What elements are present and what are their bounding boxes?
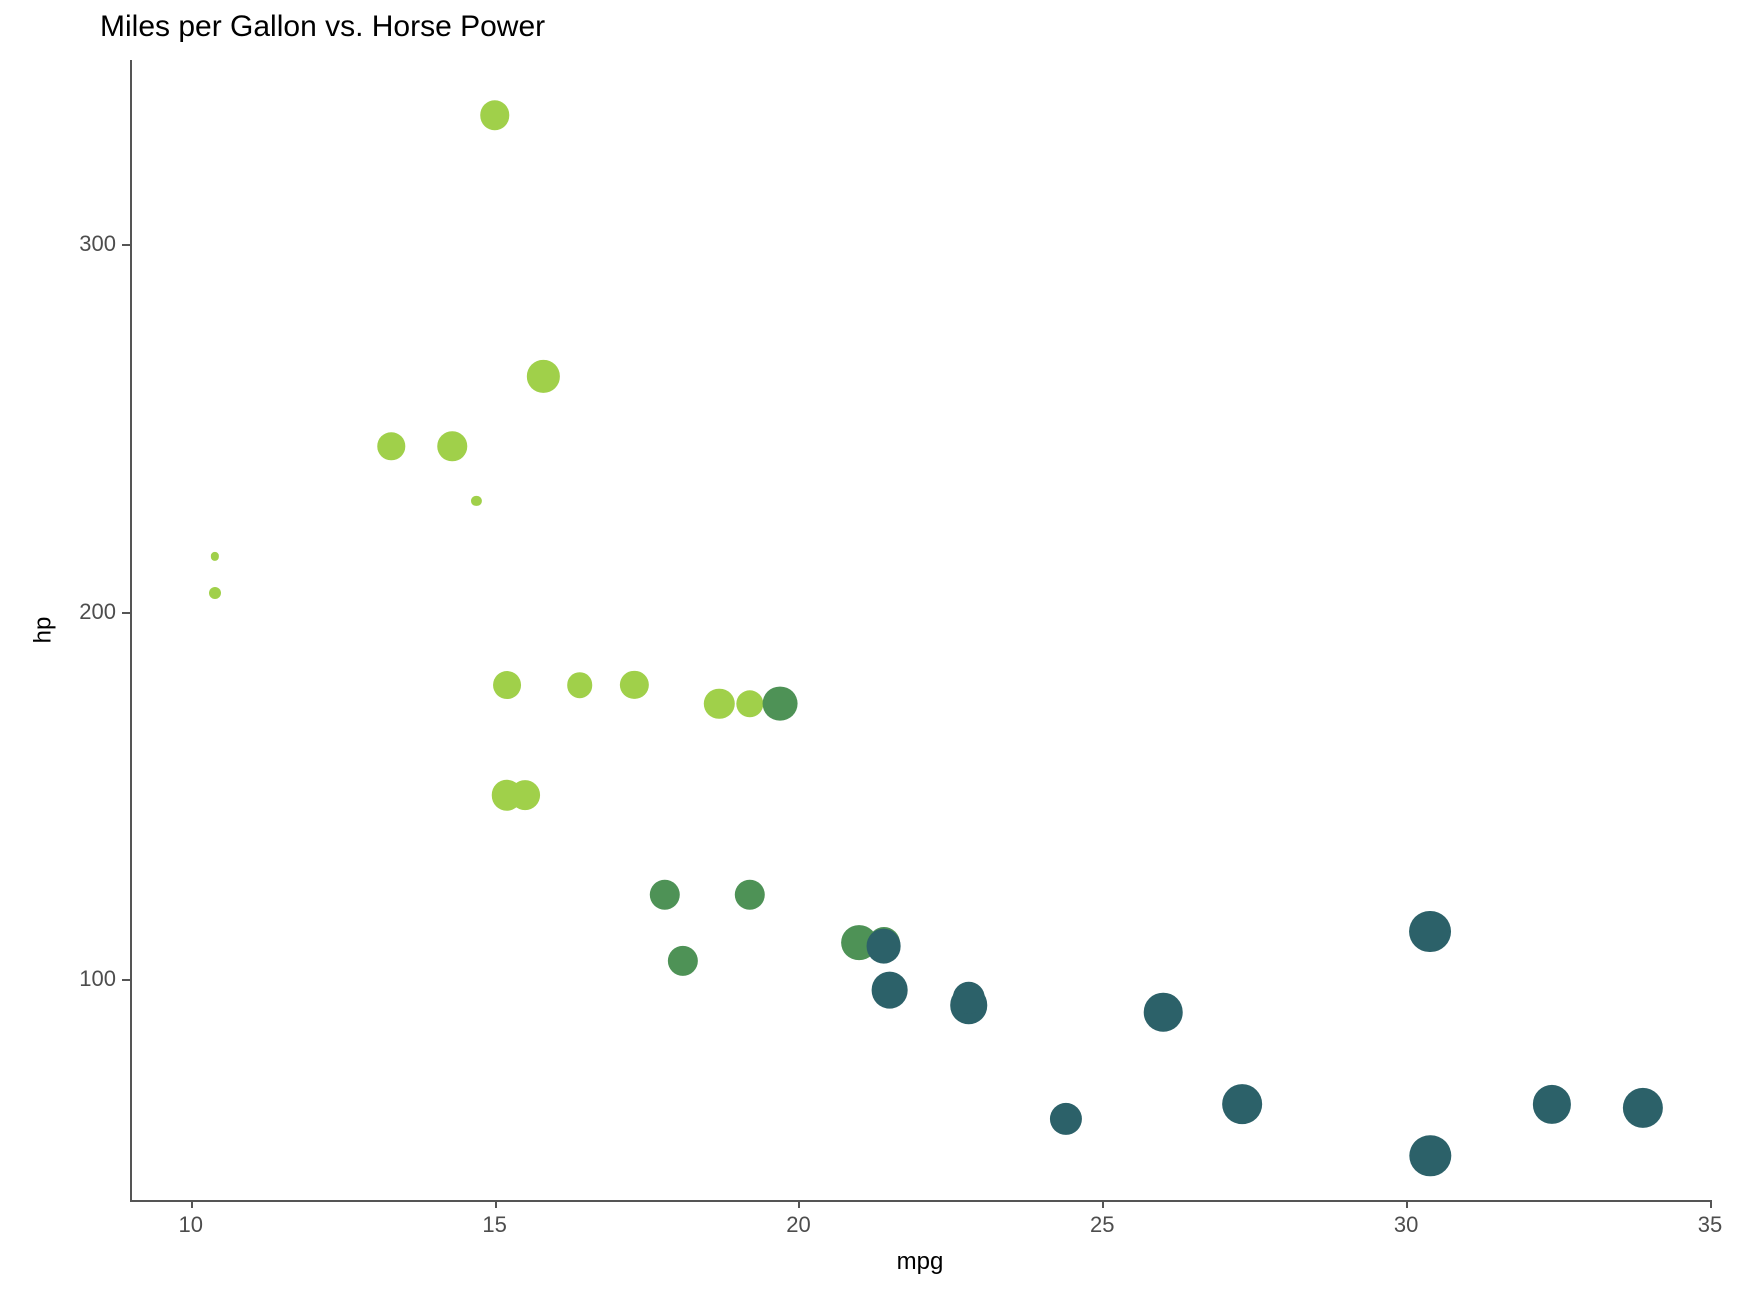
- y-tick-label: 300: [70, 231, 116, 257]
- data-point: [1050, 1103, 1082, 1135]
- y-axis-line: [130, 60, 132, 1200]
- plot-area: [130, 60, 1710, 1200]
- data-point: [1409, 911, 1451, 953]
- data-point: [567, 672, 593, 698]
- x-tick-label: 20: [786, 1212, 810, 1238]
- x-tick: [1710, 1200, 1712, 1208]
- y-tick: [122, 612, 130, 614]
- data-point: [493, 671, 521, 699]
- y-tick-label: 200: [70, 599, 116, 625]
- x-tick: [1406, 1200, 1408, 1208]
- x-tick-label: 30: [1394, 1212, 1418, 1238]
- y-tick: [122, 979, 130, 981]
- x-tick: [1102, 1200, 1104, 1208]
- x-axis-line: [130, 1200, 1710, 1202]
- x-tick-label: 35: [1698, 1212, 1722, 1238]
- y-tick: [122, 244, 130, 246]
- x-tick: [495, 1200, 497, 1208]
- data-point: [866, 929, 901, 964]
- x-axis-title: mpg: [897, 1248, 944, 1276]
- data-point: [209, 587, 221, 599]
- data-point: [763, 686, 798, 721]
- data-point: [1222, 1085, 1262, 1125]
- chart-title: Miles per Gallon vs. Horse Power: [100, 10, 545, 44]
- scatter-chart: Miles per Gallon vs. Horse Power hp mpg …: [0, 0, 1744, 1304]
- x-tick-label: 25: [1090, 1212, 1114, 1238]
- data-point: [1144, 993, 1183, 1032]
- x-tick-label: 15: [482, 1212, 506, 1238]
- data-point: [871, 972, 908, 1009]
- x-tick: [191, 1200, 193, 1208]
- y-axis-title: hp: [29, 617, 57, 644]
- y-tick-label: 100: [70, 966, 116, 992]
- x-tick-label: 10: [179, 1212, 203, 1238]
- x-tick: [798, 1200, 800, 1208]
